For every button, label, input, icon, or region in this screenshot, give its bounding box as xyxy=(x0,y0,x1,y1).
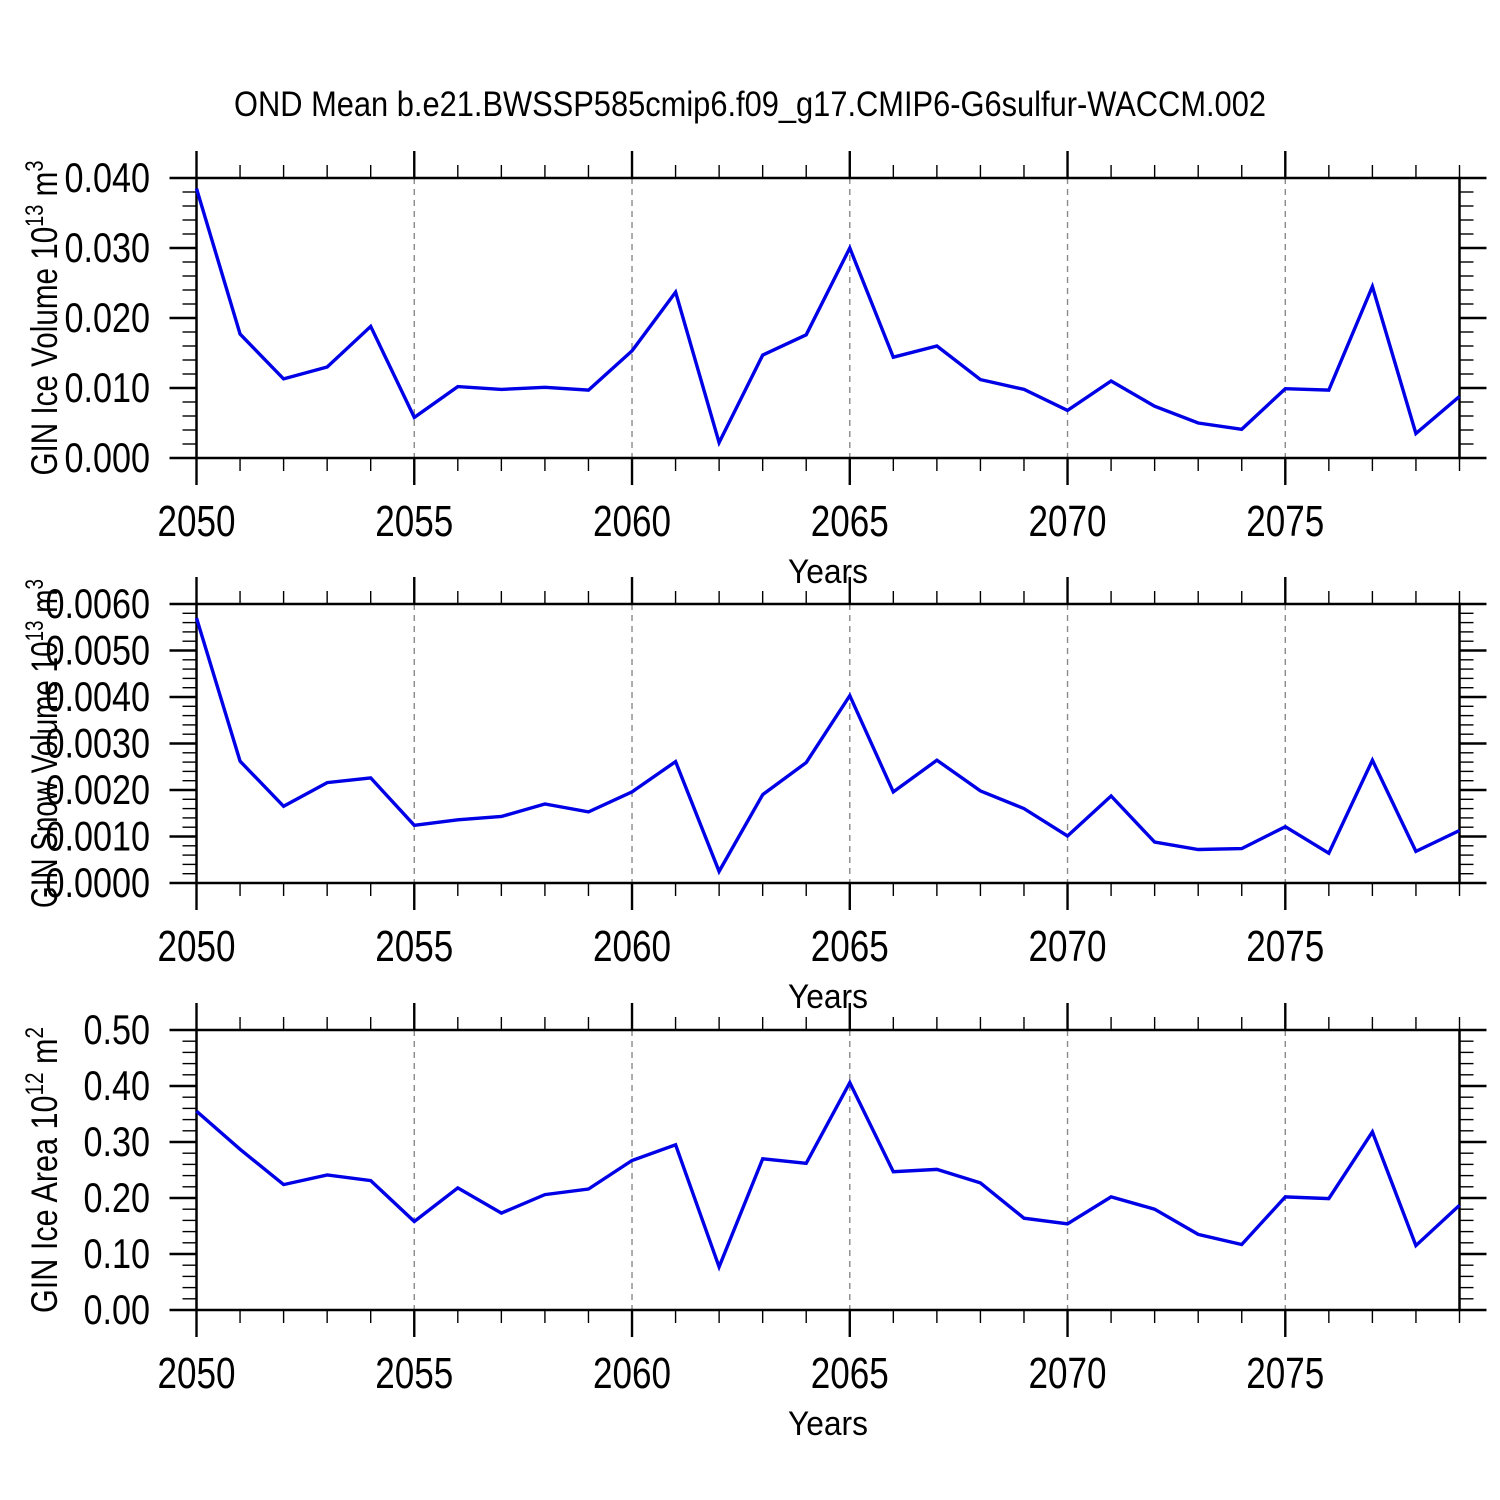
y-tick-label: 0.10 xyxy=(84,1230,151,1277)
y-tick-label: 0.0060 xyxy=(46,580,151,627)
x-tick-label: 2075 xyxy=(1246,497,1324,546)
x-tick-label: 2050 xyxy=(158,922,236,971)
y-tick-label: 0.030 xyxy=(65,224,151,271)
y-tick-label: 0.0040 xyxy=(46,673,151,720)
y-axis-title: GIN Ice Volume 1013 m3 xyxy=(21,160,65,475)
panel-ice-area: 0.00 0.10 0.20 0.30 0.40 0.50 2050 2055 2060 2065… xyxy=(21,1003,1487,1443)
x-tick-label: 2055 xyxy=(375,497,453,546)
plot-frame xyxy=(195,602,1461,885)
y-tick-label: 0.0010 xyxy=(46,813,151,860)
y-tick-label: 0.40 xyxy=(84,1062,151,1109)
plot-frame xyxy=(195,176,1461,460)
y-tick-label: 0.040 xyxy=(65,154,151,201)
y-tick-label: 0.50 xyxy=(84,1006,151,1053)
chart-title: OND Mean b.e21.BWSSP585cmip6.f09_g17.CMI… xyxy=(234,85,1266,124)
x-tick-label: 2060 xyxy=(593,922,671,971)
panel-ice-volume: 0.000 0.010 0.020 0.030 0.040 2050 2055 2060 206… xyxy=(21,151,1487,591)
x-tick-label: 2070 xyxy=(1029,922,1107,971)
y-tick-label: 0.0050 xyxy=(46,627,151,674)
x-tick-label: 2050 xyxy=(158,1349,236,1398)
y-axis-title: GIN Ice Area 1012 m2 xyxy=(21,1027,65,1313)
gridlines xyxy=(413,178,1286,458)
x-tick-label: 2070 xyxy=(1029,497,1107,546)
x-tick-label: 2065 xyxy=(811,1349,889,1398)
x-tick-label: 2055 xyxy=(375,922,453,971)
y-tick-label: 0.00 xyxy=(84,1286,151,1333)
x-tick-label: 2065 xyxy=(811,922,889,971)
x-axis-title: Years xyxy=(788,978,868,1016)
y-axis-title: GIN Snow Volume 1013 m3 xyxy=(21,579,65,908)
x-tick-label: 2060 xyxy=(593,1349,671,1398)
x-tick-label: 2070 xyxy=(1029,1349,1107,1398)
x-axis-title: Years xyxy=(788,553,868,591)
y-tick-label: 0.020 xyxy=(65,294,151,341)
x-tick-label: 2050 xyxy=(158,497,236,546)
x-tick-label: 2055 xyxy=(375,1349,453,1398)
series-line-ice-area xyxy=(195,1078,1461,1272)
panel-snow-volume: 0.00000.00100.00200.00300.00400.00500.00… xyxy=(21,577,1487,1016)
ticks xyxy=(169,577,1487,910)
x-axis-title: Years xyxy=(788,1405,868,1443)
x-tick-label: 2075 xyxy=(1246,922,1324,971)
gridlines xyxy=(413,604,1286,883)
plot-frame xyxy=(195,1028,1461,1312)
x-tick-label: 2075 xyxy=(1246,1349,1324,1398)
gridlines xyxy=(413,1030,1286,1310)
series-line-snow-volume xyxy=(194,617,1461,876)
x-tick-label: 2060 xyxy=(593,497,671,546)
y-tick-label: 0.0020 xyxy=(46,766,151,813)
panels-group: 0.000 0.010 0.020 0.030 0.040 2050 2055 2060 206… xyxy=(21,151,1487,1443)
y-tick-label: 0.010 xyxy=(65,364,151,411)
ticks xyxy=(169,151,1487,485)
y-tick-label: 0.0030 xyxy=(46,720,151,767)
y-tick-label: 0.000 xyxy=(65,434,151,481)
y-tick-label: 0.0000 xyxy=(46,859,151,906)
series-line-ice-volume xyxy=(194,188,1461,448)
y-tick-label: 0.20 xyxy=(84,1174,151,1221)
y-tick-label: 0.30 xyxy=(84,1118,151,1165)
ticks xyxy=(169,1003,1487,1337)
x-tick-label: 2065 xyxy=(811,497,889,546)
